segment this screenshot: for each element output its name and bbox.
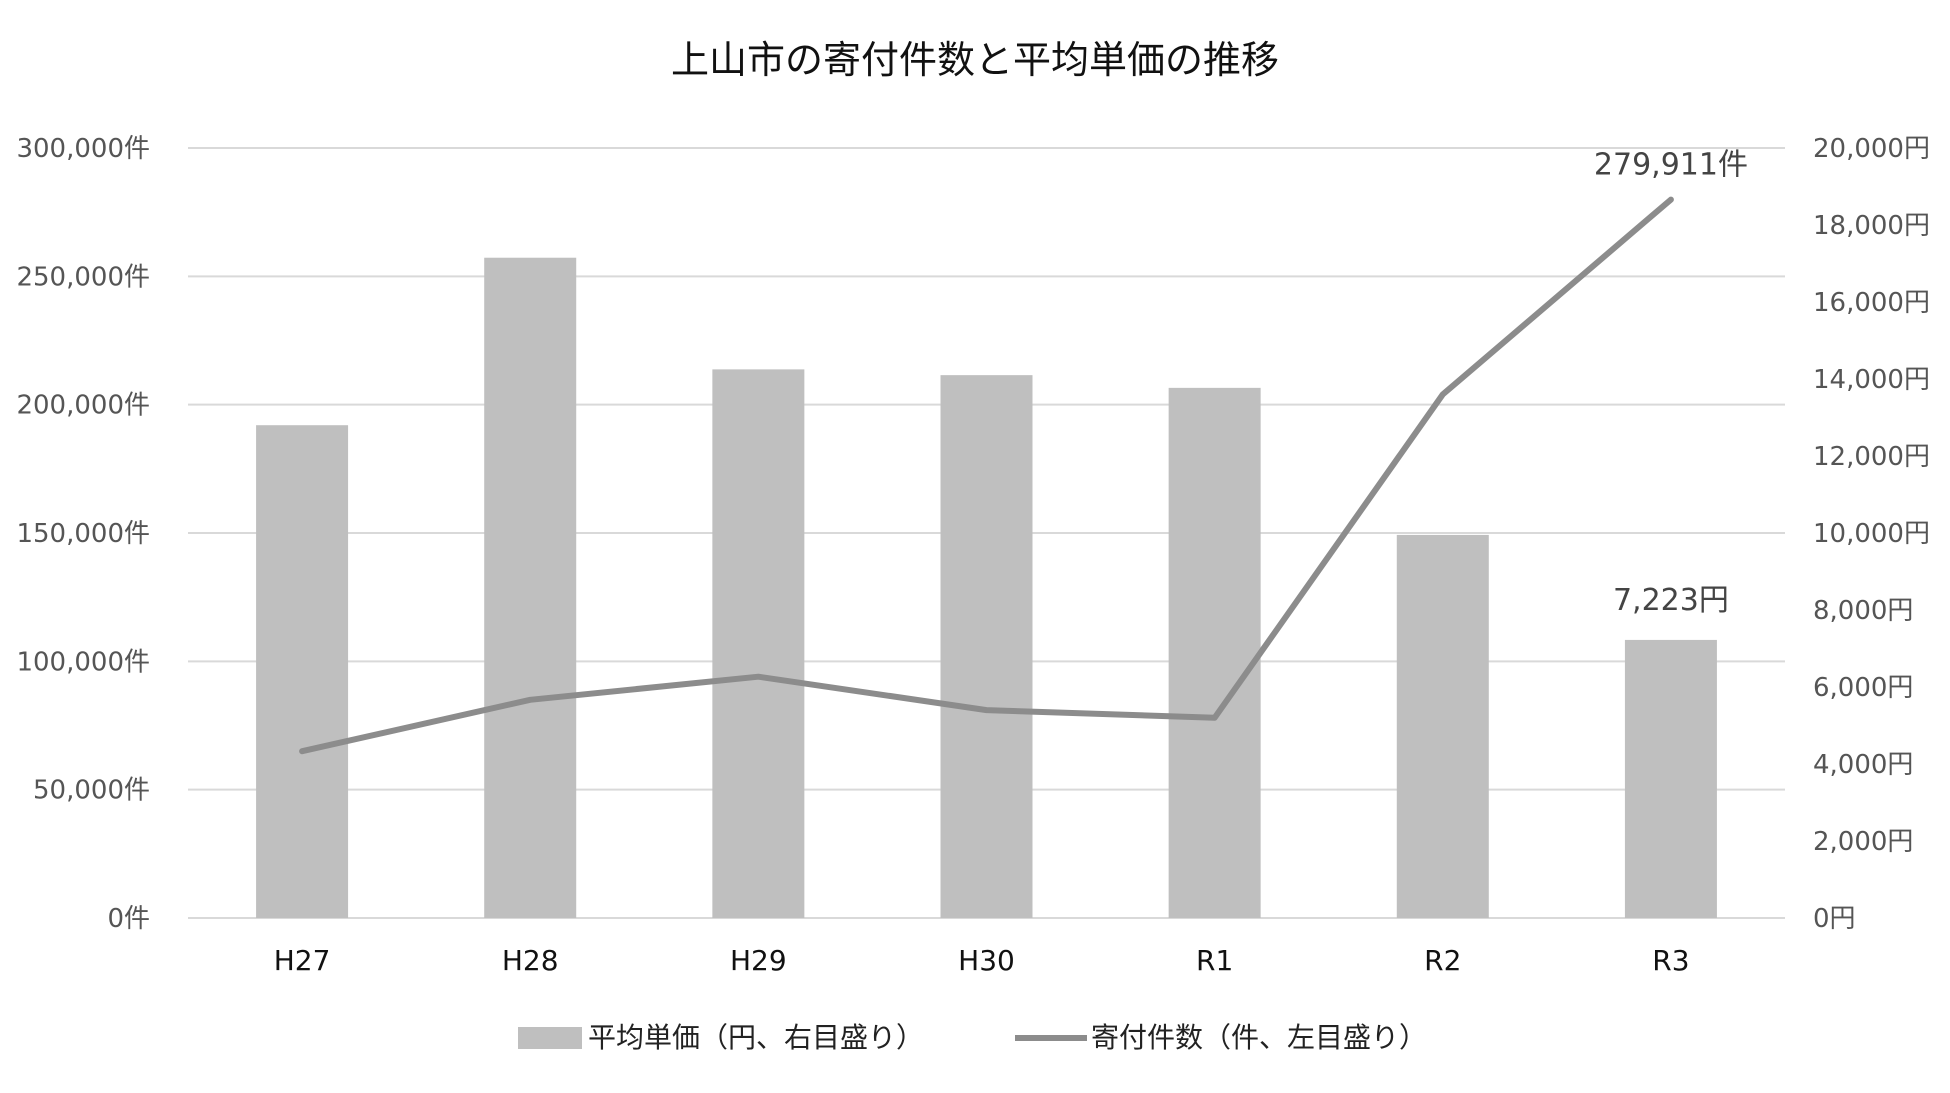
line-series bbox=[299, 196, 1674, 755]
left-tick-label: 100,000件 bbox=[16, 647, 150, 677]
legend: 平均単価（円、右目盛り） 寄付件数（件、左目盛り） bbox=[518, 1021, 1427, 1054]
bar bbox=[484, 257, 577, 919]
right-tick-label: 8,000円 bbox=[1813, 596, 1913, 626]
right-tick-label: 12,000円 bbox=[1813, 442, 1930, 472]
left-axis: 0件 50,000件 100,000件 150,000件 200,000件 250,000… bbox=[16, 134, 150, 934]
right-tick-label: 16,000円 bbox=[1813, 288, 1930, 318]
right-tick-label: 0円 bbox=[1813, 904, 1856, 934]
bar bbox=[1168, 387, 1261, 919]
right-tick-label: 2,000円 bbox=[1813, 827, 1913, 857]
x-tick-label: R1 bbox=[1196, 944, 1233, 977]
left-tick-label: 50,000件 bbox=[33, 776, 150, 806]
left-tick-label: 150,000件 bbox=[16, 519, 150, 549]
right-axis: 0円 2,000円 4,000円 6,000円 8,000円 10,000円 12,000円… bbox=[1813, 134, 1930, 934]
x-axis: H27 H28 H29 H30 R1 R2 R3 bbox=[274, 944, 1690, 977]
data-labels: 279,911件 7,223円 bbox=[1594, 148, 1748, 618]
legend-line-label: 寄付件数（件、左目盛り） bbox=[1091, 1021, 1427, 1054]
legend-bar-label: 平均単価（円、右目盛り） bbox=[588, 1021, 924, 1054]
right-tick-label: 6,000円 bbox=[1813, 673, 1913, 703]
right-tick-label: 14,000円 bbox=[1813, 365, 1930, 395]
x-tick-label: H29 bbox=[730, 944, 787, 977]
left-tick-label: 200,000件 bbox=[16, 391, 150, 421]
right-tick-label: 18,000円 bbox=[1813, 211, 1930, 241]
x-tick-label: R2 bbox=[1424, 944, 1461, 977]
data-label: 7,223円 bbox=[1613, 583, 1729, 618]
line-path bbox=[299, 196, 1674, 755]
left-tick-label: 0件 bbox=[107, 904, 150, 934]
bar bbox=[712, 369, 805, 918]
legend-bar-swatch bbox=[518, 1027, 582, 1049]
x-tick-label: H30 bbox=[958, 944, 1015, 977]
bar bbox=[1624, 639, 1717, 918]
right-tick-label: 10,000円 bbox=[1813, 519, 1930, 549]
data-label: 279,911件 bbox=[1594, 148, 1748, 183]
left-tick-label: 300,000件 bbox=[16, 134, 150, 164]
chart-title: 上山市の寄付件数と平均単価の推移 bbox=[671, 38, 1279, 82]
left-tick-label: 250,000件 bbox=[16, 262, 150, 292]
bar bbox=[940, 375, 1033, 918]
x-tick-label: H27 bbox=[274, 944, 331, 977]
right-tick-label: 4,000円 bbox=[1813, 750, 1913, 780]
bar bbox=[1396, 534, 1489, 918]
right-tick-label: 20,000円 bbox=[1813, 134, 1930, 164]
x-tick-label: R3 bbox=[1652, 944, 1689, 977]
x-tick-label: H28 bbox=[502, 944, 559, 977]
bar-series bbox=[256, 257, 1717, 919]
bar bbox=[256, 425, 349, 918]
